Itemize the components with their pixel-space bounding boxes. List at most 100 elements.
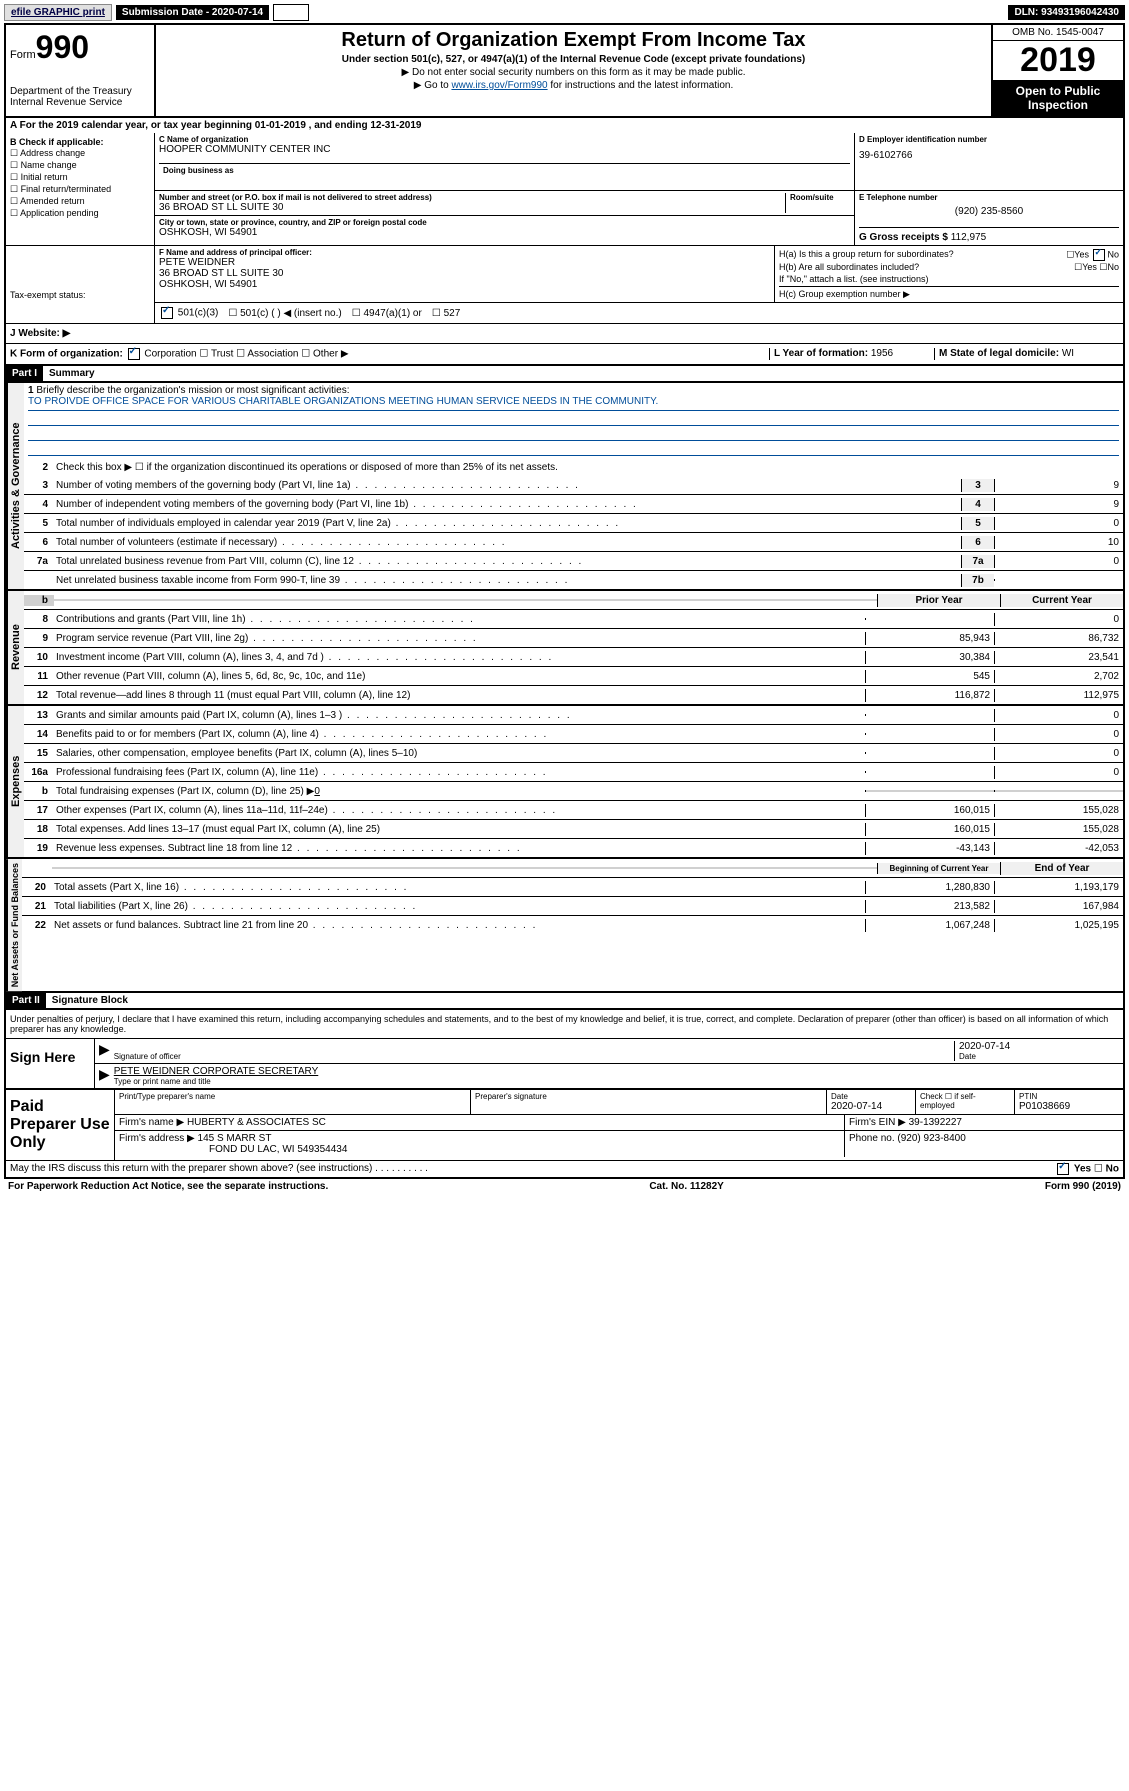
chk-name[interactable]: ☐ Name change <box>10 160 150 171</box>
sign-mid: ▶ Signature of officer 2020-07-14Date ▶ … <box>95 1039 1123 1088</box>
g-value: 112,975 <box>951 232 986 243</box>
discuss-yes[interactable] <box>1057 1163 1069 1175</box>
perjury-text: Under penalties of perjury, I declare th… <box>6 1010 1123 1038</box>
tax-status-label-col: Tax-exempt status: <box>6 246 154 323</box>
section-cd: C Name of organization HOOPER COMMUNITY … <box>155 133 1123 245</box>
governance-section: Activities & Governance 1 Briefly descri… <box>6 383 1123 591</box>
l-label: L Year of formation: <box>774 348 868 359</box>
revenue-section: Revenue bPrior YearCurrent Year 8Contrib… <box>6 591 1123 706</box>
b-label: B Check if applicable: <box>10 137 104 147</box>
line-5: 5Total number of individuals employed in… <box>24 514 1123 533</box>
sub3-pre: ▶ Go to <box>414 80 452 91</box>
chk-4947[interactable]: ☐ 4947(a)(1) or <box>352 308 422 319</box>
omb-number: OMB No. 1545-0047 <box>993 25 1123 41</box>
part1-title: Summary <box>43 366 101 381</box>
officer-sig-line: ▶ Signature of officer 2020-07-14Date <box>95 1039 1123 1064</box>
prep-sig: Preparer's signature <box>471 1090 827 1114</box>
chk-527[interactable]: ☐ 527 <box>432 308 460 319</box>
rev-vert-label: Revenue <box>6 591 24 704</box>
chk-amended[interactable]: ☐ Amended return <box>10 196 150 207</box>
line-12: 12Total revenue—add lines 8 through 11 (… <box>24 686 1123 704</box>
fh-mid: F Name and address of principal officer:… <box>154 246 1123 323</box>
m-value: WI <box>1062 348 1074 359</box>
self-emp: Check ☐ if self-employed <box>916 1090 1015 1114</box>
chk-corp[interactable] <box>128 348 140 360</box>
chk-initial[interactable]: ☐ Initial return <box>10 172 150 183</box>
pg-row3: Firm's address ▶ 145 S MARR STFOND DU LA… <box>115 1131 1123 1157</box>
arrow-icon: ▶ <box>99 1041 110 1061</box>
department: Department of the Treasury Internal Reve… <box>10 86 150 108</box>
line-21: 21Total liabilities (Part X, line 26)213… <box>22 897 1123 916</box>
subtitle-3: ▶ Go to www.irs.gov/Form990 for instruct… <box>160 80 987 91</box>
prior-year-hdr: Prior Year <box>877 594 1000 607</box>
part2-header: Part II Signature Block <box>6 991 1123 1010</box>
net-vert-label: Net Assets or Fund Balances <box>6 859 22 991</box>
line-16b: bTotal fundraising expenses (Part IX, co… <box>24 782 1123 801</box>
firm-name: Firm's name ▶ HUBERTY & ASSOCIATES SC <box>115 1115 845 1130</box>
top-bar: efile GRAPHIC print Submission Date - 20… <box>4 4 1125 21</box>
end-year-hdr: End of Year <box>1000 862 1123 875</box>
l-value: 1956 <box>871 348 893 359</box>
e-label: E Telephone number <box>859 193 1119 202</box>
hb-yn: ☐Yes ☐No <box>1074 262 1119 273</box>
sub3-post: for instructions and the latest informat… <box>548 80 734 91</box>
officer-addr2: OSHKOSH, WI 54901 <box>159 279 770 290</box>
gov-vert-label: Activities & Governance <box>6 383 24 589</box>
sign-here-label: Sign Here <box>6 1039 95 1088</box>
tax-year: 2019 <box>993 41 1123 80</box>
form-frame: Form990 Department of the Treasury Inter… <box>4 23 1125 1179</box>
f-row: F Name and address of principal officer:… <box>155 246 1123 302</box>
mission-block: 1 Briefly describe the organization's mi… <box>24 383 1123 458</box>
rev-header: bPrior YearCurrent Year <box>24 591 1123 610</box>
c-label: C Name of organization <box>159 135 850 144</box>
efile-link[interactable]: efile GRAPHIC print <box>4 4 112 21</box>
chk-pending[interactable]: ☐ Application pending <box>10 208 150 219</box>
line-7b: Net unrelated business taxable income fr… <box>24 571 1123 589</box>
g-box: G Gross receipts $ 112,975 <box>859 227 1119 243</box>
chk-address[interactable]: ☐ Address change <box>10 148 150 159</box>
ha-no-check[interactable] <box>1093 249 1105 261</box>
beg-year-hdr: Beginning of Current Year <box>877 863 1000 874</box>
period-row: A For the 2019 calendar year, or tax yea… <box>6 118 1123 133</box>
m-state: M State of legal domicile: WI <box>934 348 1119 360</box>
chk-501c[interactable]: ☐ 501(c) ( ) ◀ (insert no.) <box>228 308 341 319</box>
line-8: 8Contributions and grants (Part VIII, li… <box>24 610 1123 629</box>
bottom-footer: For Paperwork Reduction Act Notice, see … <box>4 1179 1125 1194</box>
ha-line: H(a) Is this a group return for subordin… <box>779 249 1119 261</box>
org-name: HOOPER COMMUNITY CENTER INC <box>159 144 850 155</box>
line-2: 2Check this box ▶ ☐ if the organization … <box>24 458 1123 476</box>
city-label: City or town, state or province, country… <box>159 218 850 227</box>
line-10: 10Investment income (Part VIII, column (… <box>24 648 1123 667</box>
part1-badge: Part I <box>6 366 43 381</box>
net-body: Beginning of Current YearEnd of Year 20T… <box>22 859 1123 991</box>
firm-addr: Firm's address ▶ 145 S MARR STFOND DU LA… <box>115 1131 845 1157</box>
hc-text: H(c) Group exemption number ▶ <box>779 286 1119 300</box>
period-label-a: A <box>10 120 20 131</box>
ha-yn: ☐Yes No <box>1066 249 1119 261</box>
submission-date: Submission Date - 2020-07-14 <box>116 5 269 20</box>
irs-link[interactable]: www.irs.gov/Form990 <box>451 80 547 91</box>
chk-501c3[interactable]: 501(c)(3) <box>159 307 218 319</box>
e-tel-box: E Telephone number (920) 235-8560 G Gros… <box>855 191 1123 245</box>
mission-blank1 <box>28 411 1119 426</box>
line-17: 17Other expenses (Part IX, column (A), l… <box>24 801 1123 820</box>
part1-header: Part I Summary <box>6 366 1123 383</box>
line-4: 4Number of independent voting members of… <box>24 495 1123 514</box>
rev-body: bPrior YearCurrent Year 8Contributions a… <box>24 591 1123 704</box>
line-18: 18Total expenses. Add lines 13–17 (must … <box>24 820 1123 839</box>
form-word: Form <box>10 49 36 61</box>
line-14: 14Benefits paid to or for members (Part … <box>24 725 1123 744</box>
subtitle-1: Under section 501(c), 527, or 4947(a)(1)… <box>160 54 987 65</box>
open-public: Open to Public Inspection <box>993 80 1123 116</box>
line-20: 20Total assets (Part X, line 16)1,280,83… <box>22 878 1123 897</box>
line-6: 6Total number of volunteers (estimate if… <box>24 533 1123 552</box>
line-7a: 7aTotal unrelated business revenue from … <box>24 552 1123 571</box>
ein-value: 39-6102766 <box>859 150 1119 161</box>
f-label: F Name and address of principal officer: <box>159 248 770 257</box>
section-b: B Check if applicable: ☐ Address change … <box>6 133 155 245</box>
chk-final[interactable]: ☐ Final return/terminated <box>10 184 150 195</box>
officer-name: PETE WEIDNER <box>159 257 770 268</box>
firm-ein: Firm's EIN ▶ 39-1392227 <box>845 1115 1123 1130</box>
cat-no: Cat. No. 11282Y <box>649 1181 723 1192</box>
paid-label: Paid Preparer Use Only <box>6 1090 114 1160</box>
